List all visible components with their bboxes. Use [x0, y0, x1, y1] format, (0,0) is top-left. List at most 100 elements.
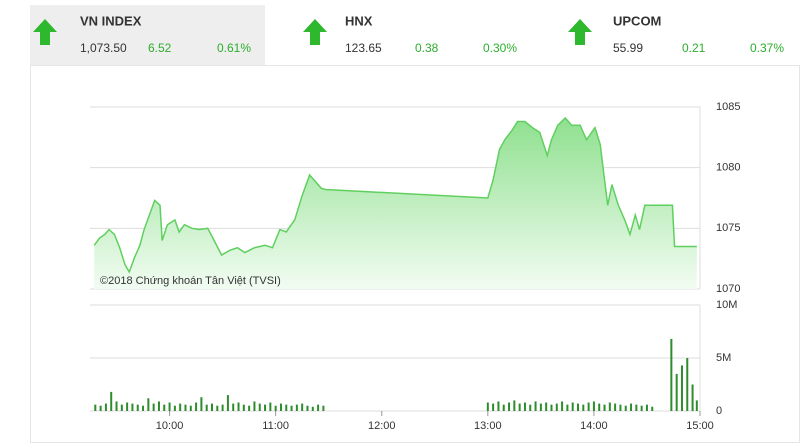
y-tick-label: 1070 — [716, 283, 740, 295]
index-percent: 0.30% — [483, 41, 517, 55]
volume-bar — [670, 338, 673, 411]
volume-bar — [152, 403, 155, 411]
volume-bar — [518, 403, 521, 411]
index-change: 0.21 — [682, 41, 706, 55]
volume-bar — [258, 403, 261, 411]
volume-bar — [269, 402, 272, 411]
volume-bar — [592, 401, 595, 411]
y-tick-label: 1085 — [716, 101, 740, 113]
volume-bar — [614, 403, 617, 411]
volume-bar — [486, 402, 489, 411]
index-value: 123.65 — [345, 41, 382, 55]
volume-bar — [147, 398, 150, 411]
index-value: 55.99 — [613, 41, 643, 55]
volume-bar — [322, 405, 325, 411]
volume-bar — [195, 402, 198, 411]
volume-bar — [571, 402, 574, 411]
volume-bar — [301, 403, 304, 411]
up-arrow — [303, 19, 327, 45]
volume-bar — [184, 404, 187, 411]
volume-bar — [624, 405, 627, 411]
volume-bar — [131, 403, 134, 411]
volume-bar — [529, 404, 532, 411]
annotation: ©2018 Chứng khoán Tân Việt (TVSI) — [100, 275, 281, 287]
index-tile[interactable]: VN INDEX 1,073.50 6.52 0.61% — [33, 13, 251, 55]
volume-bar — [582, 404, 585, 411]
x-tick-label: 15:00 — [686, 420, 714, 432]
volume-bar — [110, 391, 113, 411]
volume-bar — [695, 400, 698, 411]
volume-bar — [608, 402, 611, 411]
volume-bar — [686, 358, 689, 411]
volume-bar — [173, 405, 176, 411]
y-tick-label: 1075 — [716, 222, 740, 234]
volume-bar — [104, 403, 107, 411]
volume-bar — [577, 403, 579, 411]
volume-bar — [94, 404, 97, 411]
volume-bar — [691, 384, 694, 411]
y-tick-label: 1080 — [716, 162, 740, 174]
volume-bar — [534, 401, 537, 411]
area — [94, 117, 697, 289]
volume-bar — [555, 403, 558, 411]
volume-bar — [619, 404, 622, 411]
volume-bar — [115, 401, 118, 411]
volume-bar — [295, 404, 298, 411]
volume-bar — [274, 405, 277, 411]
index-change: 0.38 — [415, 41, 439, 55]
volume-bar — [279, 403, 282, 411]
volume-bar — [539, 403, 542, 411]
volume-bar — [497, 401, 500, 411]
volume-bar — [675, 373, 678, 411]
volume-bar — [311, 406, 314, 411]
index-tile[interactable]: UPCOM 55.99 0.21 0.37% — [568, 13, 784, 55]
y-tick-label: 5M — [716, 352, 731, 364]
volume-bar — [179, 403, 182, 411]
volume-bar — [221, 404, 224, 411]
x-tick-label: 13:00 — [474, 420, 502, 432]
index-name: UPCOM — [613, 13, 661, 28]
index-tile[interactable]: HNX 123.65 0.38 0.30% — [303, 13, 517, 55]
x-tick-label: 10:00 — [156, 420, 184, 432]
volume-bar — [513, 400, 516, 411]
volume-bar — [253, 401, 256, 411]
index-name: VN INDEX — [80, 13, 142, 28]
volume-bar — [226, 395, 229, 411]
volume-bar — [640, 405, 643, 411]
volume-bar — [189, 405, 192, 411]
volume-bar — [264, 404, 267, 411]
active-tab[interactable] — [30, 5, 265, 65]
volume-bar — [163, 404, 166, 411]
volume-bar — [168, 402, 171, 411]
volume-bar — [216, 405, 219, 411]
volume-bar — [508, 402, 511, 411]
volume-bar — [211, 403, 213, 411]
volume-bar — [306, 405, 309, 411]
volume-bar — [566, 404, 569, 411]
volume-bar — [651, 406, 654, 411]
volume-bar — [136, 404, 139, 411]
y-tick-label: 0 — [716, 405, 722, 417]
volume-bar — [550, 404, 553, 411]
volume-bar — [285, 404, 288, 411]
volume-bar — [205, 404, 208, 411]
volume-bar — [630, 403, 633, 411]
volume-bar — [126, 402, 129, 411]
volume-bar — [120, 404, 123, 411]
index-percent: 0.37% — [750, 41, 784, 55]
line — [93, 116, 697, 274]
volume-bar — [157, 401, 160, 411]
volume-bar — [635, 404, 638, 411]
index-name: HNX — [345, 13, 373, 28]
volume-bar — [603, 404, 606, 411]
up-arrow — [568, 19, 592, 45]
x-tick-label: 14:00 — [580, 420, 608, 432]
volume-bar — [545, 402, 548, 411]
up-arrow — [33, 19, 57, 45]
volume-bar — [598, 403, 601, 411]
volume-bar — [99, 405, 102, 411]
volume-bar — [523, 402, 526, 411]
volume-bar — [200, 397, 203, 411]
